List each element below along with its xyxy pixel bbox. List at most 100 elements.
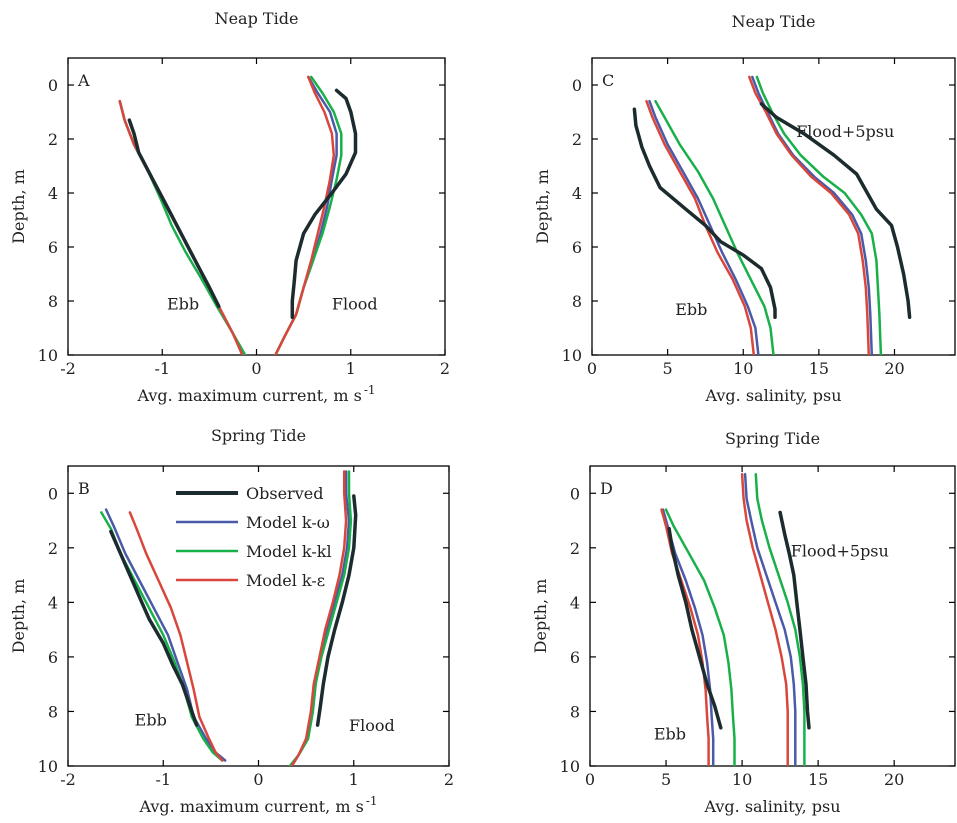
- series-line-k-eps: [128, 511, 224, 762]
- panel-D: Spring Tide D 0 5 10 15 20 0 2 4 6 8 10 Avg. salinity…: [531, 429, 956, 816]
- x-axis-label: Avg. salinity, psu: [704, 386, 841, 405]
- y-tick-label: 8: [48, 702, 58, 721]
- y-tick-label: 10: [38, 346, 58, 365]
- annotation-label: Ebb: [135, 711, 167, 730]
- series-line-k-eps: [118, 99, 244, 355]
- series-line-observed: [290, 88, 358, 319]
- y-tick-label: 10: [38, 757, 58, 776]
- series-line-observed: [778, 510, 811, 730]
- panel-title: Spring Tide: [725, 429, 820, 448]
- panel-letter: D: [600, 479, 613, 498]
- y-tick-label: 8: [570, 702, 580, 721]
- series-group: [100, 470, 358, 766]
- series-line-k-kl: [664, 508, 736, 766]
- x-tick-label: 10: [733, 359, 753, 378]
- legend-label: Model k-ε: [246, 571, 325, 590]
- x-tick-label: 15: [808, 770, 828, 789]
- series-line-k-kl: [754, 472, 806, 766]
- y-tick-label: 6: [48, 648, 58, 667]
- series-line-observed: [759, 102, 912, 319]
- y-tick-label: 10: [560, 757, 580, 776]
- y-tick-label: 2: [572, 130, 582, 149]
- series-line-k-eps: [740, 472, 789, 766]
- x-tick-label: 1: [346, 359, 356, 378]
- annotation-label: Flood: [332, 295, 378, 314]
- x-tick-label: 5: [663, 359, 673, 378]
- panel-A: Neap Tide A -2 -1 0 1 2 0 2 4 6 8 10 Avg. maximum cur…: [9, 9, 450, 405]
- y-tick-label: 0: [570, 484, 580, 503]
- legend-label: Observed: [246, 484, 323, 503]
- x-tick-label: 0: [585, 770, 595, 789]
- y-tick-label: 4: [48, 184, 58, 203]
- y-tick-label: 0: [48, 484, 58, 503]
- y-axis-label: Depth, m: [531, 579, 550, 654]
- x-tick-label: 20: [884, 770, 904, 789]
- x-axis-label-main: Avg. maximum current, m s: [138, 797, 363, 816]
- y-axis-label: Depth, m: [9, 579, 28, 654]
- x-axis-label-main: Avg. maximum current, m s: [136, 386, 361, 405]
- y-tick-label: 4: [570, 593, 580, 612]
- panel-C: Neap Tide C 0 5 10 15 20 0 2 4 6 8 10 Avg. salinity, …: [533, 12, 956, 405]
- panel-letter: C: [602, 71, 614, 90]
- series-line-k-kl: [118, 99, 247, 355]
- series-line-k-omega: [648, 99, 760, 355]
- series-line-observed: [667, 526, 723, 730]
- annotation-label: Flood+5psu: [791, 542, 889, 561]
- series-group: [632, 75, 912, 355]
- series-line-k-kl: [654, 99, 775, 355]
- legend-label: Model k-kl: [246, 542, 332, 561]
- annotation-label: Ebb: [167, 295, 199, 314]
- x-tick-label: 0: [251, 359, 261, 378]
- series-group: [660, 472, 811, 766]
- x-tick-label: 20: [884, 359, 904, 378]
- series-line-observed: [315, 494, 358, 727]
- series-line-k-omega: [751, 75, 874, 355]
- x-tick-label: -1: [155, 770, 171, 789]
- legend-label: Model k-ω: [246, 513, 330, 532]
- y-tick-label: 2: [570, 539, 580, 558]
- plot-frame: [589, 465, 956, 767]
- y-tick-label: 8: [48, 292, 58, 311]
- legend: Observed Model k-ω Model k-kl Model k-ε: [176, 484, 332, 590]
- panel-letter: B: [78, 479, 90, 498]
- series-line-k-eps: [290, 470, 348, 766]
- plot-frame: [67, 57, 446, 356]
- x-tick-label: -2: [60, 359, 76, 378]
- x-tick-label: 10: [732, 770, 752, 789]
- y-tick-label: 10: [562, 346, 582, 365]
- annotation-label: Ebb: [654, 724, 686, 743]
- x-tick-label: -1: [154, 359, 170, 378]
- y-tick-label: 0: [572, 76, 582, 95]
- x-axis-label-superscript: -1: [364, 383, 376, 397]
- series-line-k-omega: [743, 472, 797, 766]
- annotation-label: Ebb: [675, 300, 707, 319]
- series-group: [118, 75, 358, 355]
- series-line-observed: [127, 118, 221, 309]
- y-tick-label: 0: [48, 76, 58, 95]
- series-line-k-eps: [748, 75, 871, 355]
- series-line-observed: [109, 529, 199, 727]
- y-axis-label: Depth, m: [533, 169, 552, 244]
- panel-title: Neap Tide: [732, 12, 816, 31]
- x-axis-label-main: Avg. salinity, psu: [704, 386, 841, 405]
- x-tick-label: 2: [444, 770, 454, 789]
- x-tick-label: 2: [440, 359, 450, 378]
- panel-title: Neap Tide: [215, 9, 299, 28]
- y-axis-label: Depth, m: [9, 169, 28, 244]
- y-tick-label: 6: [572, 238, 582, 257]
- x-axis-label: Avg. maximum current, m s -1: [136, 383, 375, 405]
- annotation-label: Flood: [349, 716, 395, 735]
- x-axis-label-superscript: -1: [366, 794, 378, 808]
- x-tick-label: 0: [587, 359, 597, 378]
- x-tick-label: 5: [661, 770, 671, 789]
- annotation-label: Flood+5psu: [796, 122, 894, 141]
- y-tick-label: 4: [572, 184, 582, 203]
- y-tick-label: 2: [48, 539, 58, 558]
- x-axis-label: Avg. maximum current, m s -1: [138, 794, 377, 816]
- y-tick-label: 4: [48, 593, 58, 612]
- series-line-k-eps: [274, 75, 336, 355]
- x-axis-label: Avg. salinity, psu: [703, 797, 840, 816]
- panel-title: Spring Tide: [211, 426, 306, 445]
- x-tick-label: 0: [253, 770, 263, 789]
